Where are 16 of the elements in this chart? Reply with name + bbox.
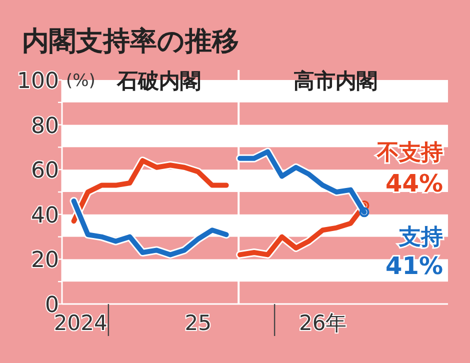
x-tick-label: 26年 (298, 311, 347, 335)
y-tick-label: 20 (31, 248, 59, 274)
y-tick-label: 100 (17, 69, 59, 94)
y-tick-label: 40 (31, 203, 59, 228)
data-label: 44% (386, 169, 443, 198)
y-tick-label: 60 (31, 158, 59, 184)
annotation: 石破内閣 (116, 69, 201, 93)
series-label: 不支持 (376, 140, 443, 166)
y-tick-label: 80 (31, 114, 59, 139)
series-label: 支持 (398, 225, 443, 250)
x-tick-label: 2024 (54, 311, 108, 335)
annotation: 高市内閣 (294, 69, 378, 93)
y-axis-title: (%) (66, 71, 96, 91)
x-tick-label: 25 (184, 311, 212, 335)
data-label: 41% (386, 252, 443, 280)
chart-title: 内閣支持率の推移 (22, 26, 239, 57)
